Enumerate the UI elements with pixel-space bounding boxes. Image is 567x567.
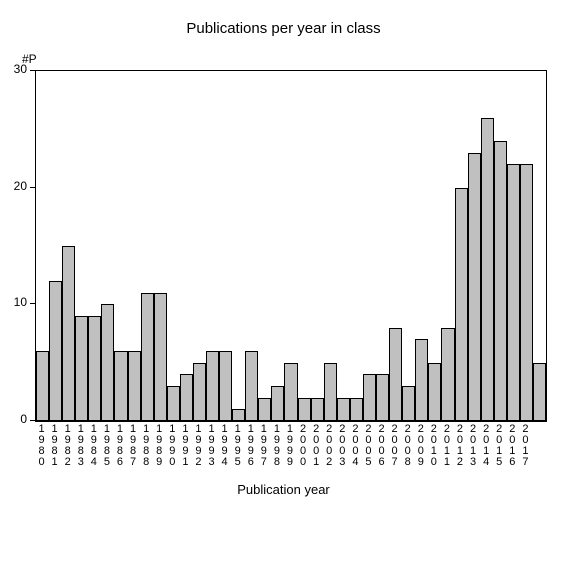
x-tick-label: 1990 xyxy=(166,424,179,468)
bar xyxy=(324,363,337,421)
x-tick-label: 1987 xyxy=(127,424,140,468)
x-tick-label: 2012 xyxy=(453,424,466,468)
bar xyxy=(415,339,428,421)
x-tick-label: 1984 xyxy=(87,424,100,468)
y-tick xyxy=(30,420,35,421)
x-tick-label: 2014 xyxy=(480,424,493,468)
bar xyxy=(101,304,114,421)
y-tick xyxy=(30,187,35,188)
x-tick-label: 2005 xyxy=(362,424,375,468)
bar xyxy=(298,398,311,421)
x-tick-label: 1988 xyxy=(140,424,153,468)
bar xyxy=(128,351,141,421)
bar xyxy=(441,328,454,421)
x-tick-label: 1981 xyxy=(48,424,61,468)
bar xyxy=(402,386,415,421)
x-tick-label: 1992 xyxy=(192,424,205,468)
bar xyxy=(533,363,546,421)
x-tick-label: 2011 xyxy=(440,424,453,468)
bar xyxy=(114,351,127,421)
x-tick-label: 1986 xyxy=(113,424,126,468)
bar xyxy=(363,374,376,421)
x-labels: 1980198119821983198419851986198719881989… xyxy=(35,424,545,474)
x-tick-label: 1993 xyxy=(205,424,218,468)
x-tick-label: 2004 xyxy=(349,424,362,468)
bar xyxy=(494,141,507,421)
y-tick-label: 10 xyxy=(5,295,27,309)
bar xyxy=(141,293,154,421)
bar xyxy=(49,281,62,421)
x-tick-label: 2016 xyxy=(506,424,519,468)
x-tick-label: 2001 xyxy=(310,424,323,468)
x-tick-label: 1996 xyxy=(244,424,257,468)
x-tick-label: 2007 xyxy=(388,424,401,468)
bar xyxy=(520,164,533,421)
x-tick-label: 1997 xyxy=(257,424,270,468)
bar xyxy=(88,316,101,421)
y-tick xyxy=(30,70,35,71)
bar xyxy=(350,398,363,421)
bar xyxy=(507,164,520,421)
y-tick-label: 0 xyxy=(5,412,27,426)
y-tick-label: 30 xyxy=(5,62,27,76)
x-tick-label: 2002 xyxy=(323,424,336,468)
x-tick-label: 1989 xyxy=(153,424,166,468)
x-tick-label: 1983 xyxy=(74,424,87,468)
x-tick-label: 1994 xyxy=(218,424,231,468)
bar xyxy=(455,188,468,421)
x-tick-label: 1999 xyxy=(283,424,296,468)
bar xyxy=(219,351,232,421)
x-tick-label: 2009 xyxy=(414,424,427,468)
x-tick-label: 2008 xyxy=(401,424,414,468)
y-tick-label: 20 xyxy=(5,179,27,193)
x-tick-label: 1998 xyxy=(270,424,283,468)
bar xyxy=(62,246,75,421)
bar xyxy=(36,351,49,421)
bar xyxy=(180,374,193,421)
bar xyxy=(311,398,324,421)
x-tick-label: 2013 xyxy=(467,424,480,468)
bar xyxy=(389,328,402,421)
x-tick-label: 1980 xyxy=(35,424,48,468)
x-tick-label: 2015 xyxy=(493,424,506,468)
bar xyxy=(428,363,441,421)
x-tick-label: 2003 xyxy=(336,424,349,468)
bar xyxy=(245,351,258,421)
x-tick-label: 1982 xyxy=(61,424,74,468)
x-tick-label: 2006 xyxy=(375,424,388,468)
chart-title: Publications per year in class xyxy=(0,0,567,37)
x-tick-label: 1991 xyxy=(179,424,192,468)
bar xyxy=(481,118,494,421)
bar xyxy=(193,363,206,421)
bar xyxy=(206,351,219,421)
bar xyxy=(167,386,180,421)
bar xyxy=(75,316,88,421)
bar xyxy=(271,386,284,421)
x-tick-label: 2000 xyxy=(297,424,310,468)
x-axis-title: Publication year xyxy=(0,482,567,497)
x-tick-label: 2010 xyxy=(427,424,440,468)
bars-group xyxy=(36,71,546,421)
plot-area xyxy=(35,70,547,422)
bar xyxy=(232,409,245,421)
y-tick xyxy=(30,303,35,304)
bar xyxy=(376,374,389,421)
chart-container: Publications per year in class #P 010203… xyxy=(0,0,567,567)
bar xyxy=(258,398,271,421)
x-tick-label: 1995 xyxy=(231,424,244,468)
bar xyxy=(154,293,167,421)
x-tick-label: 2017 xyxy=(519,424,532,468)
bar xyxy=(337,398,350,421)
x-tick-label: 1985 xyxy=(100,424,113,468)
bar xyxy=(284,363,297,421)
bar xyxy=(468,153,481,421)
